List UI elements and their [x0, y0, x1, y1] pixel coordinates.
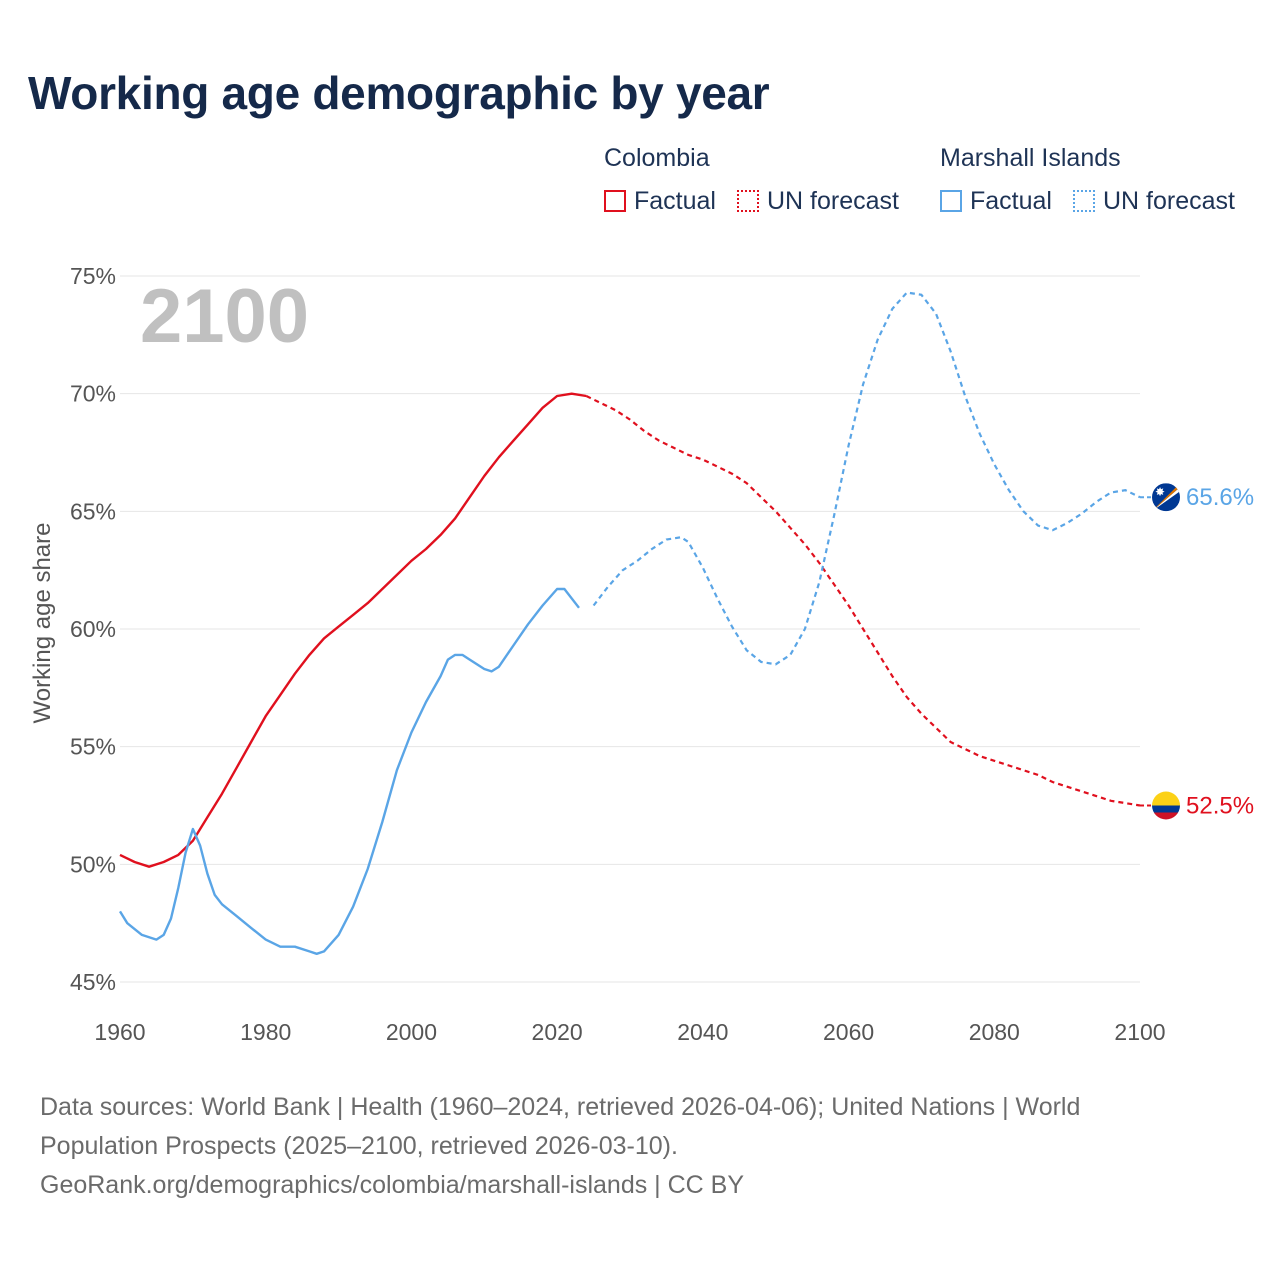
footer-line-1: Data sources: World Bank | Health (1960–… [40, 1093, 1081, 1121]
y-tick-label: 70% [70, 381, 116, 407]
legend-title-colombia: Colombia [604, 144, 710, 172]
legend-swatch-colombia-forecast [737, 190, 759, 212]
legend-item-colombia-forecast[interactable]: UN forecast [737, 186, 899, 216]
end-value-colombia: 52.5% [1186, 793, 1254, 820]
footer-line-2: Population Prospects (2025–2100, retriev… [40, 1132, 678, 1160]
y-tick-label: 55% [70, 734, 116, 760]
end-value-marshall-islands: 65.6% [1186, 484, 1254, 511]
series-line-marshall-islands-factual [118, 587, 580, 955]
footer-line-3[interactable]: GeoRank.org/demographics/colombia/marsha… [40, 1171, 745, 1199]
series-lines [118, 291, 1152, 955]
y-tick-label: 60% [70, 616, 116, 642]
series-line-colombia-forecast [585, 395, 1141, 807]
y-tick-label: 50% [70, 851, 116, 877]
series-line-colombia-factual [119, 392, 587, 868]
legend-label-marshall-forecast: UN forecast [1103, 186, 1235, 215]
gridlines [120, 275, 1140, 983]
legend-label-colombia-factual: Factual [634, 186, 716, 215]
x-tick-label: 1960 [94, 1019, 145, 1045]
y-tick-label: 75% [70, 263, 116, 289]
current-year-label: 2100 [140, 274, 309, 359]
x-tick-label: 2020 [532, 1019, 583, 1045]
x-axis-ticks: 1960 1980 2000 2020 2040 2060 2080 2100 [94, 1019, 1165, 1045]
legend-item-marshall-factual[interactable]: Factual [940, 186, 1052, 216]
legend-title-marshall-islands: Marshall Islands [940, 144, 1121, 172]
x-tick-label: 2040 [677, 1019, 728, 1045]
x-tick-label: 2000 [386, 1019, 437, 1045]
chart-title: Working age demographic by year [28, 67, 770, 119]
y-axis-label: Working age share [29, 523, 56, 724]
footer-sources: Data sources: World Bank | Health (1960–… [40, 1088, 1240, 1205]
legend-swatch-marshall-forecast [1073, 190, 1095, 212]
y-tick-label: 65% [70, 498, 116, 524]
x-tick-label: 2080 [969, 1019, 1020, 1045]
y-tick-label: 45% [70, 969, 116, 995]
legend-swatch-marshall-factual [940, 190, 962, 212]
series-line-marshall-islands-forecast [592, 291, 1141, 666]
x-tick-label: 2060 [823, 1019, 874, 1045]
x-tick-label: 1980 [240, 1019, 291, 1045]
legend-item-marshall-forecast[interactable]: UN forecast [1073, 186, 1235, 216]
legend-label-colombia-forecast: UN forecast [767, 186, 899, 215]
legend-swatch-colombia-factual [604, 190, 626, 212]
x-tick-label: 2100 [1114, 1019, 1165, 1045]
svg-text:✸: ✸ [1155, 485, 1165, 499]
legend-item-colombia-factual[interactable]: Factual [604, 186, 716, 216]
legend-label-marshall-factual: Factual [970, 186, 1052, 215]
colombia-flag-icon [1152, 791, 1180, 820]
marshall-islands-flag-icon: ✸ [1152, 483, 1180, 512]
line-chart: 45% 50% 55% 60% 65% 70% 75% 1960 1980 2000 2020 20… [29, 263, 1254, 1045]
y-axis-ticks: 45% 50% 55% 60% 65% 70% 75% [70, 263, 116, 995]
